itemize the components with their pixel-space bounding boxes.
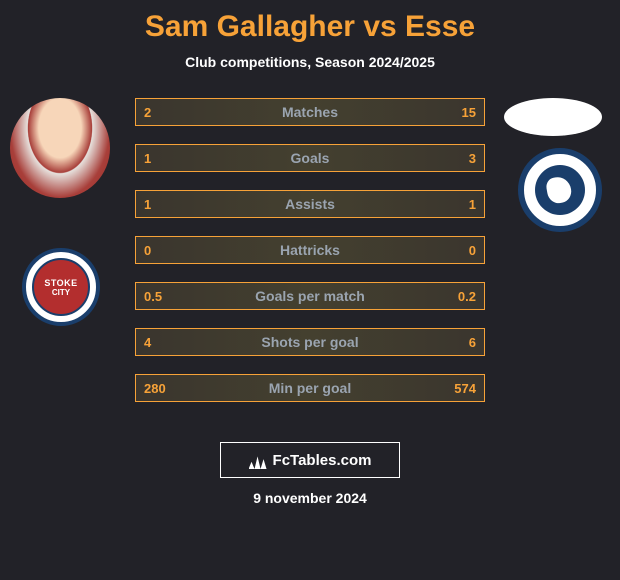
stat-row: 4 Shots per goal 6 bbox=[135, 328, 485, 356]
stat-label: Matches bbox=[282, 104, 338, 120]
stat-label: Goals per match bbox=[255, 288, 365, 304]
stat-left-value: 1 bbox=[144, 197, 151, 212]
stat-label: Goals bbox=[291, 150, 330, 166]
footer-date: 9 november 2024 bbox=[0, 490, 620, 506]
stat-label: Assists bbox=[285, 196, 335, 212]
player1-avatar bbox=[10, 98, 110, 198]
chart-icon bbox=[249, 451, 269, 469]
stat-right-value: 6 bbox=[469, 335, 476, 350]
club1-badge: STOKE CITY bbox=[22, 248, 100, 326]
stat-label: Shots per goal bbox=[261, 334, 358, 350]
club2-badge bbox=[518, 148, 602, 232]
brand-logo: FcTables.com bbox=[220, 442, 400, 478]
stat-row: 0 Hattricks 0 bbox=[135, 236, 485, 264]
stat-row: 1 Assists 1 bbox=[135, 190, 485, 218]
stat-right-value: 574 bbox=[454, 381, 476, 396]
stat-left-value: 2 bbox=[144, 105, 151, 120]
stat-label: Hattricks bbox=[280, 242, 340, 258]
club1-badge-inner: STOKE CITY bbox=[32, 258, 90, 316]
stat-left-value: 4 bbox=[144, 335, 151, 350]
stat-row: 2 Matches 15 bbox=[135, 98, 485, 126]
club1-name-bottom: CITY bbox=[52, 288, 70, 297]
stat-left-value: 1 bbox=[144, 151, 151, 166]
stat-right-value: 3 bbox=[469, 151, 476, 166]
stat-bars: 2 Matches 15 1 Goals 3 1 Assists 1 0 Hat… bbox=[135, 98, 485, 420]
stat-right-value: 0 bbox=[469, 243, 476, 258]
club1-name-top: STOKE bbox=[44, 278, 77, 288]
player2-avatar bbox=[504, 98, 602, 136]
stat-label: Min per goal bbox=[269, 380, 351, 396]
subtitle: Club competitions, Season 2024/2025 bbox=[0, 54, 620, 70]
stat-row: 1 Goals 3 bbox=[135, 144, 485, 172]
page-title: Sam Gallagher vs Esse bbox=[0, 0, 620, 44]
stat-left-value: 280 bbox=[144, 381, 166, 396]
stat-row: 0.5 Goals per match 0.2 bbox=[135, 282, 485, 310]
stat-right-value: 0.2 bbox=[458, 289, 476, 304]
comparison-panel: STOKE CITY 2 Matches 15 1 Goals 3 1 Assi… bbox=[0, 98, 620, 428]
stat-right-value: 1 bbox=[469, 197, 476, 212]
stat-row: 280 Min per goal 574 bbox=[135, 374, 485, 402]
stat-right-value: 15 bbox=[462, 105, 476, 120]
stat-left-value: 0 bbox=[144, 243, 151, 258]
lion-icon bbox=[535, 165, 585, 215]
brand-text: FcTables.com bbox=[273, 452, 372, 469]
stat-left-value: 0.5 bbox=[144, 289, 162, 304]
